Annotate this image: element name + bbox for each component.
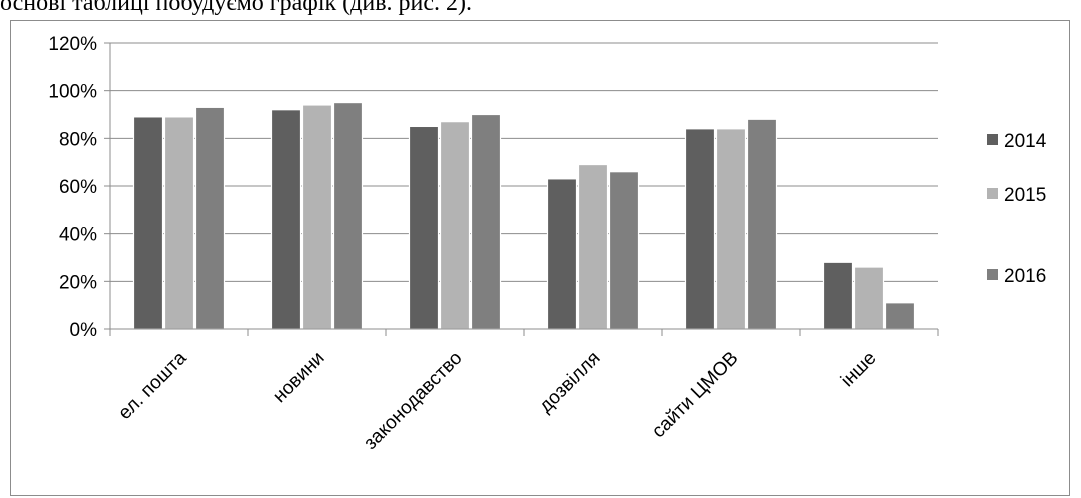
bars bbox=[132, 101, 916, 330]
x-axis-categories: ел. пошта новини законодавство дозвілля сайт… bbox=[114, 347, 880, 454]
y-tick-label: 120% bbox=[48, 34, 97, 55]
y-tick-label: 60% bbox=[59, 177, 97, 198]
legend-label-2014: 2014 bbox=[1004, 131, 1047, 152]
x-category-label: новини bbox=[269, 348, 328, 407]
bar-2015 bbox=[577, 163, 609, 330]
bar-2015 bbox=[439, 121, 471, 330]
bar-2014 bbox=[822, 261, 854, 330]
y-tick-label: 80% bbox=[59, 129, 97, 150]
bar-2015 bbox=[163, 116, 195, 330]
y-tick-label: 40% bbox=[59, 225, 97, 246]
bar-2014 bbox=[132, 116, 164, 330]
x-category-label: ел. пошта bbox=[114, 347, 190, 423]
legend-swatch-2014 bbox=[987, 134, 998, 145]
gridlines bbox=[110, 42, 938, 282]
bar-2014 bbox=[270, 109, 302, 330]
bar-2016 bbox=[470, 113, 502, 330]
legend: 2014 2015 2016 bbox=[987, 131, 1047, 287]
x-category-label: законодавство bbox=[360, 348, 466, 454]
bar-2015 bbox=[715, 128, 747, 330]
bar-2015 bbox=[853, 266, 885, 330]
bar-2016 bbox=[746, 118, 778, 330]
legend-swatch-2015 bbox=[987, 188, 998, 199]
caption-text: основі таблиці побудуємо графік (див. ри… bbox=[0, 0, 473, 16]
bar-2014 bbox=[408, 125, 440, 330]
y-axis-ticks: 0% 20% 40% 60% 80% 100% 120% bbox=[48, 34, 110, 341]
bar-2014 bbox=[546, 178, 578, 330]
bar-2016 bbox=[194, 106, 226, 330]
bar-2014 bbox=[684, 128, 716, 330]
bar-2016 bbox=[332, 101, 364, 330]
x-category-label: сайти ЦМОВ bbox=[648, 348, 742, 442]
legend-swatch-2016 bbox=[987, 269, 998, 280]
y-tick-label: 0% bbox=[70, 320, 98, 341]
bar-2016 bbox=[608, 171, 640, 330]
x-category-label: дозвілля bbox=[535, 348, 604, 417]
legend-label-2015: 2015 bbox=[1004, 185, 1046, 206]
x-axis bbox=[109, 43, 939, 336]
y-tick-label: 100% bbox=[48, 82, 97, 103]
x-category-label: інше bbox=[837, 348, 881, 392]
y-tick-label: 20% bbox=[59, 272, 97, 293]
legend-label-2016: 2016 bbox=[1004, 266, 1046, 287]
bar-2016 bbox=[884, 302, 916, 330]
bar-2015 bbox=[301, 104, 333, 330]
